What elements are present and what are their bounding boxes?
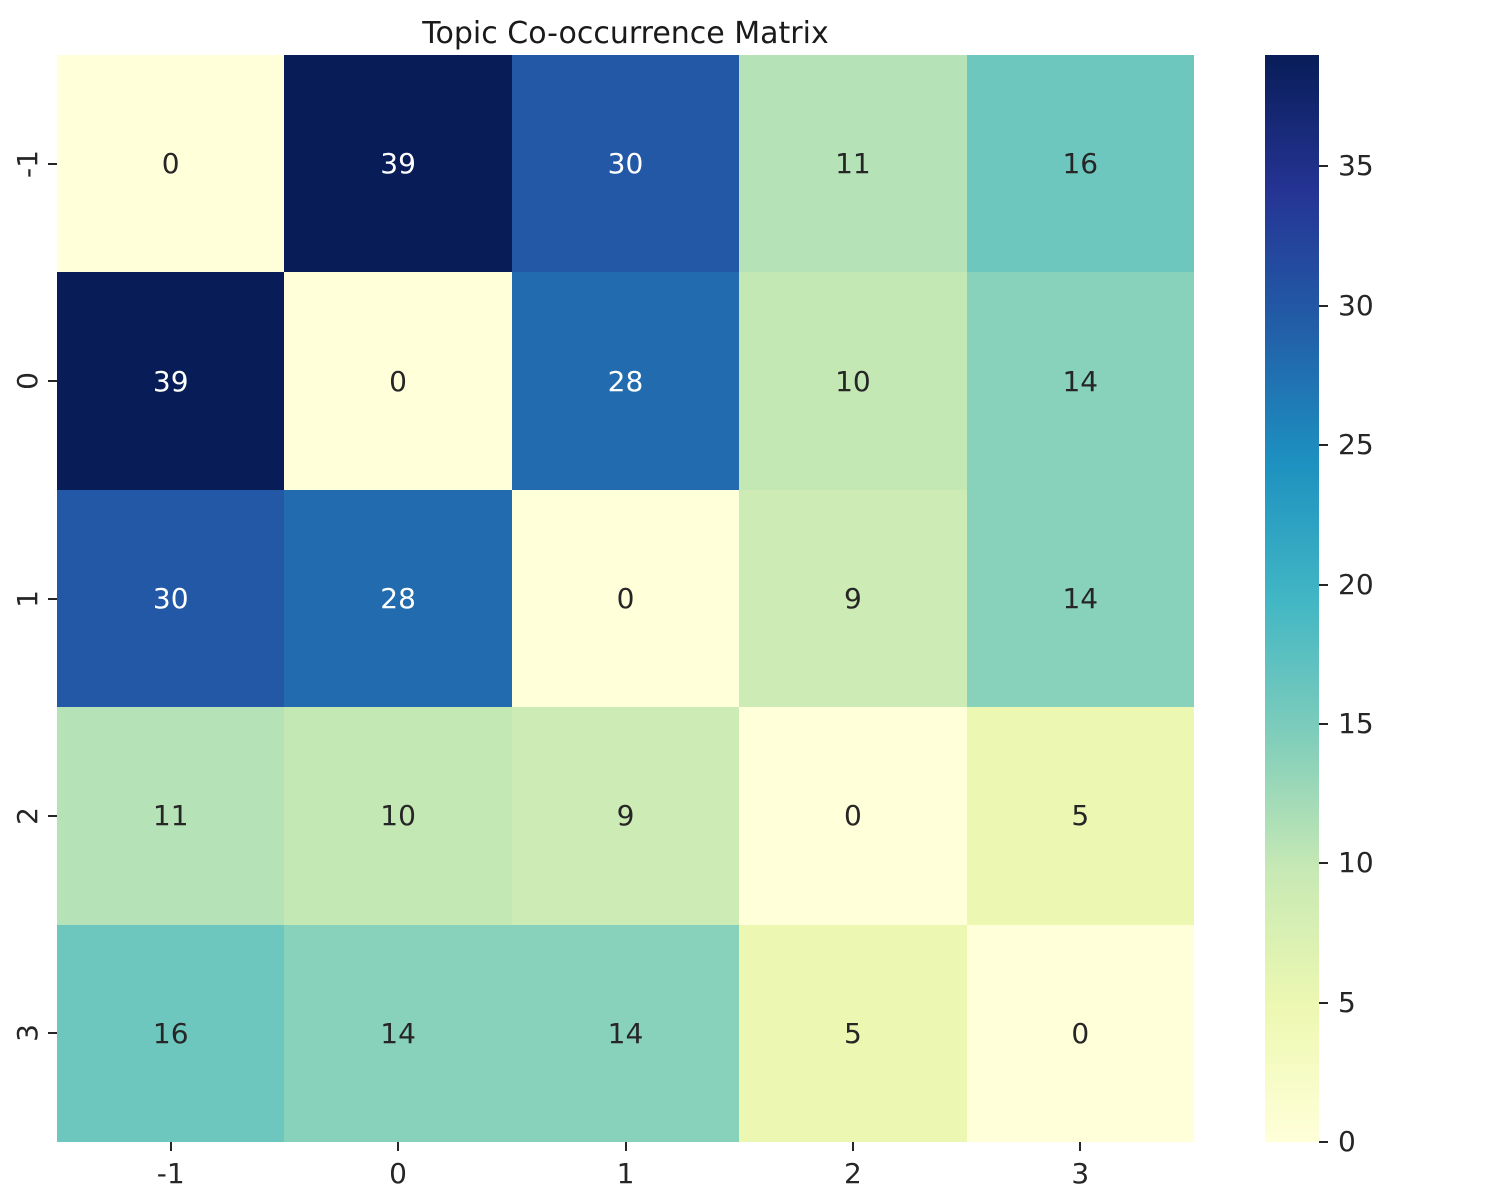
y-tick-mark xyxy=(48,162,57,165)
heatmap-cell: 14 xyxy=(511,924,740,1142)
heatmap-cell: 0 xyxy=(739,707,967,925)
colorbar-tick-mark xyxy=(1319,165,1328,168)
cell-value: 30 xyxy=(152,581,189,615)
colorbar-tick-label: 10 xyxy=(1338,846,1374,880)
x-tick-label: 1 xyxy=(616,1157,635,1190)
cell-value: 28 xyxy=(607,364,644,398)
x-tick-mark xyxy=(397,1142,400,1151)
colorbar-tick-mark xyxy=(1319,444,1328,447)
y-tick-label: -1 xyxy=(11,149,44,178)
colorbar-tick-mark xyxy=(1319,583,1328,586)
heatmap-cell: 11 xyxy=(57,707,285,925)
cell-value: 9 xyxy=(616,799,635,833)
heatmap-grid: 0 39 30 11 16 39 0 28 10 14 30 28 0 9 14 11 10 9 0 5 16 14 14 5… xyxy=(57,55,1194,1142)
heatmap-cell: 28 xyxy=(284,489,512,708)
cell-value: 14 xyxy=(1062,581,1099,615)
colorbar-tick-label: 20 xyxy=(1338,567,1374,601)
y-tick-label: 2 xyxy=(11,806,44,825)
heatmap-cell: 9 xyxy=(739,489,967,708)
x-tick-label: -1 xyxy=(156,1157,185,1190)
x-tick-mark xyxy=(624,1142,627,1151)
heatmap-cell: 30 xyxy=(511,55,740,273)
heatmap-cell: 28 xyxy=(511,272,740,490)
cell-value: 9 xyxy=(843,581,862,615)
heatmap-cell: 0 xyxy=(966,924,1194,1142)
heatmap-cell: 0 xyxy=(57,55,285,273)
heatmap-cell: 39 xyxy=(57,272,285,490)
heatmap-cell: 16 xyxy=(57,924,285,1142)
cell-value: 14 xyxy=(380,1016,416,1050)
cell-value: 0 xyxy=(389,364,407,398)
cell-value: 10 xyxy=(835,364,871,398)
colorbar-tick-mark xyxy=(1319,1001,1328,1004)
cell-value: 39 xyxy=(152,364,189,398)
cell-value: 0 xyxy=(1071,1016,1090,1050)
cell-value: 39 xyxy=(380,147,416,181)
heatmap-cell: 10 xyxy=(284,707,512,925)
colorbar-tick-label: 15 xyxy=(1338,706,1374,740)
cell-value: 5 xyxy=(1071,799,1090,833)
cell-value: 10 xyxy=(380,799,416,833)
colorbar-tick-mark xyxy=(1319,1141,1328,1143)
heatmap-cell: 0 xyxy=(284,272,512,490)
chart-title: Topic Co-occurrence Matrix xyxy=(422,16,829,51)
heatmap-cell: 14 xyxy=(966,489,1194,708)
y-tick-mark xyxy=(48,380,57,383)
heatmap-cell: 5 xyxy=(966,707,1194,925)
colorbar-tick-label: 25 xyxy=(1338,428,1374,462)
cell-value: 28 xyxy=(380,581,416,615)
heatmap-cell: 30 xyxy=(57,489,285,708)
y-tick-label: 3 xyxy=(11,1024,44,1043)
cell-value: 11 xyxy=(152,799,189,833)
x-tick-mark xyxy=(851,1142,854,1151)
colorbar-tick-label: 30 xyxy=(1338,288,1374,322)
colorbar xyxy=(1265,55,1319,1142)
cell-value: 11 xyxy=(835,147,871,181)
colorbar-tick-label: 0 xyxy=(1338,1125,1356,1158)
x-tick-label: 2 xyxy=(843,1157,862,1190)
y-tick-label: 1 xyxy=(11,589,44,608)
heatmap-cell: 39 xyxy=(284,55,512,273)
cell-value: 0 xyxy=(161,147,180,181)
cell-value: 0 xyxy=(843,799,862,833)
heatmap-cell: 10 xyxy=(739,272,967,490)
colorbar-tick-label: 5 xyxy=(1338,985,1356,1019)
x-tick-mark xyxy=(169,1142,172,1151)
cell-value: 30 xyxy=(607,147,644,181)
heatmap-cell: 14 xyxy=(966,272,1194,490)
heatmap-cell: 5 xyxy=(739,924,967,1142)
x-tick-label: 3 xyxy=(1071,1157,1090,1190)
cell-value: 16 xyxy=(1062,147,1099,181)
cell-value: 5 xyxy=(843,1016,862,1050)
cell-value: 14 xyxy=(607,1016,644,1050)
colorbar-tick-mark xyxy=(1319,304,1328,307)
heatmap-cell: 9 xyxy=(511,707,740,925)
heatmap-cell: 11 xyxy=(739,55,967,273)
y-tick-mark xyxy=(48,597,57,600)
x-tick-mark xyxy=(1079,1142,1082,1151)
heatmap-cell: 16 xyxy=(966,55,1194,273)
x-tick-label: 0 xyxy=(389,1157,407,1190)
cell-value: 14 xyxy=(1062,364,1099,398)
y-tick-mark xyxy=(48,1032,57,1035)
colorbar-tick-mark xyxy=(1319,862,1328,865)
cell-value: 16 xyxy=(152,1016,189,1050)
cell-value: 0 xyxy=(616,581,635,615)
heatmap-cell: 14 xyxy=(284,924,512,1142)
colorbar-tick-mark xyxy=(1319,722,1328,725)
heatmap-cell: 0 xyxy=(511,489,740,708)
y-tick-label: 0 xyxy=(11,372,44,391)
colorbar-tick-label: 35 xyxy=(1338,149,1374,183)
y-tick-mark xyxy=(48,814,57,817)
